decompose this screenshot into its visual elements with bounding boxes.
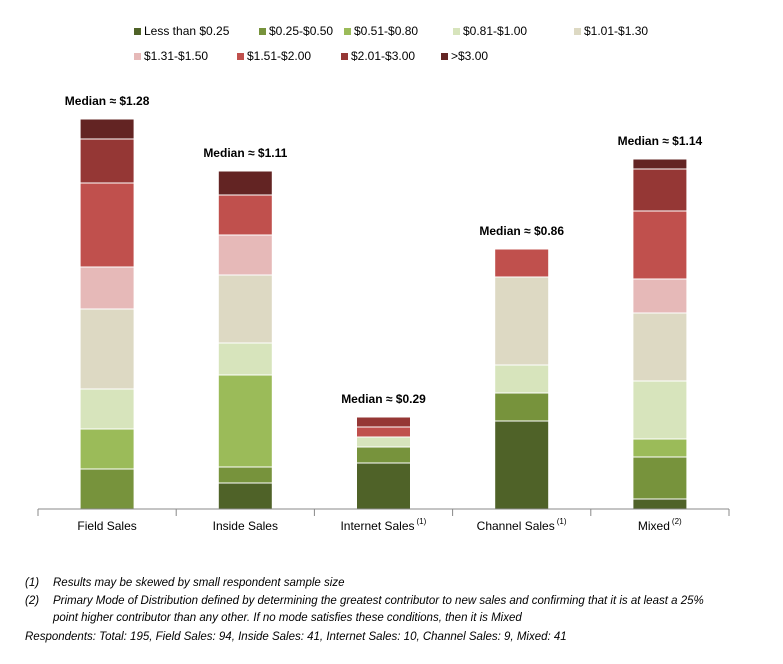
legend-swatch	[453, 28, 460, 35]
bar-segment	[79, 428, 135, 470]
legend-swatch	[134, 53, 141, 60]
legend-swatch	[574, 28, 581, 35]
bar-segment	[356, 426, 411, 438]
bar-segment	[79, 468, 135, 510]
legend-swatch	[341, 53, 348, 60]
legend-swatch	[237, 53, 244, 60]
bar-segment	[632, 168, 688, 212]
footnote-text: Primary Mode of Distribution defined by …	[53, 595, 704, 607]
x-tick-label: Channel Sales	[477, 519, 555, 533]
bar-segment	[494, 420, 550, 510]
footnote-marker: (1)	[25, 577, 39, 589]
legend-label: $0.25-$0.50	[269, 24, 333, 38]
bar-segment	[79, 138, 135, 184]
bar-segment	[494, 276, 550, 366]
bar-segment	[494, 364, 550, 394]
bar-segment	[632, 456, 688, 500]
bar-segment	[217, 374, 273, 468]
x-tick-note: (1)	[417, 517, 427, 526]
bar-segment	[632, 210, 688, 280]
bar-segment	[356, 446, 411, 464]
bar-segment	[217, 194, 273, 236]
median-label: Median ≈ $1.11	[203, 146, 287, 160]
bar-segment	[217, 466, 273, 484]
bar-segment	[356, 462, 411, 510]
legend-label: $1.51-$2.00	[247, 49, 311, 63]
bar-segment	[494, 248, 550, 278]
bar-segment	[356, 416, 411, 428]
x-tick-note: (2)	[672, 517, 682, 526]
x-tick-label: Mixed	[638, 519, 670, 533]
legend-label: $0.51-$0.80	[354, 24, 418, 38]
bar-segment	[217, 274, 273, 344]
bar-segment	[632, 312, 688, 382]
legend-swatch	[441, 53, 448, 60]
bar-segment	[356, 436, 411, 448]
bar-segment	[217, 482, 273, 510]
footnote-marker: (2)	[25, 595, 39, 607]
legend-label: >$3.00	[451, 49, 488, 63]
legend-label: $1.31-$1.50	[144, 49, 208, 63]
x-tick-label: Inside Sales	[213, 519, 278, 533]
respondents: Respondents: Total: 195, Field Sales: 94…	[25, 631, 567, 643]
x-tick-label: Field Sales	[77, 519, 136, 533]
x-tick-label: Internet Sales	[340, 519, 414, 533]
bar-segment	[217, 170, 273, 196]
bar-segment	[217, 342, 273, 376]
median-label: Median ≈ $0.86	[479, 224, 564, 238]
legend-swatch	[259, 28, 266, 35]
legend-swatch	[134, 28, 141, 35]
footnote-text: Results may be skewed by small responden…	[53, 577, 344, 589]
bar-segment	[632, 278, 688, 314]
bar-segment	[632, 380, 688, 440]
legend-label: $2.01-$3.00	[351, 49, 415, 63]
legend-swatch	[344, 28, 351, 35]
x-tick-note: (1)	[557, 517, 567, 526]
legend-label: Less than $0.25	[144, 24, 230, 38]
legend-label: $0.81-$1.00	[463, 24, 527, 38]
bar-segment	[632, 438, 688, 458]
bar-segment	[79, 388, 135, 430]
legend-label: $1.01-$1.30	[584, 24, 648, 38]
bar-segment	[79, 266, 135, 310]
bar-segment	[217, 234, 273, 276]
median-label: Median ≈ $1.28	[65, 94, 150, 108]
bar-segment	[79, 118, 135, 140]
median-label: Median ≈ $0.29	[341, 392, 426, 406]
bar-segment	[494, 392, 550, 422]
bar-segment	[79, 182, 135, 268]
bar-segment	[632, 498, 688, 510]
median-label: Median ≈ $1.14	[618, 134, 703, 148]
bar-segment	[632, 158, 688, 170]
footnote-text: point higher contributor than any other.…	[52, 612, 522, 624]
bar-segment	[79, 308, 135, 390]
